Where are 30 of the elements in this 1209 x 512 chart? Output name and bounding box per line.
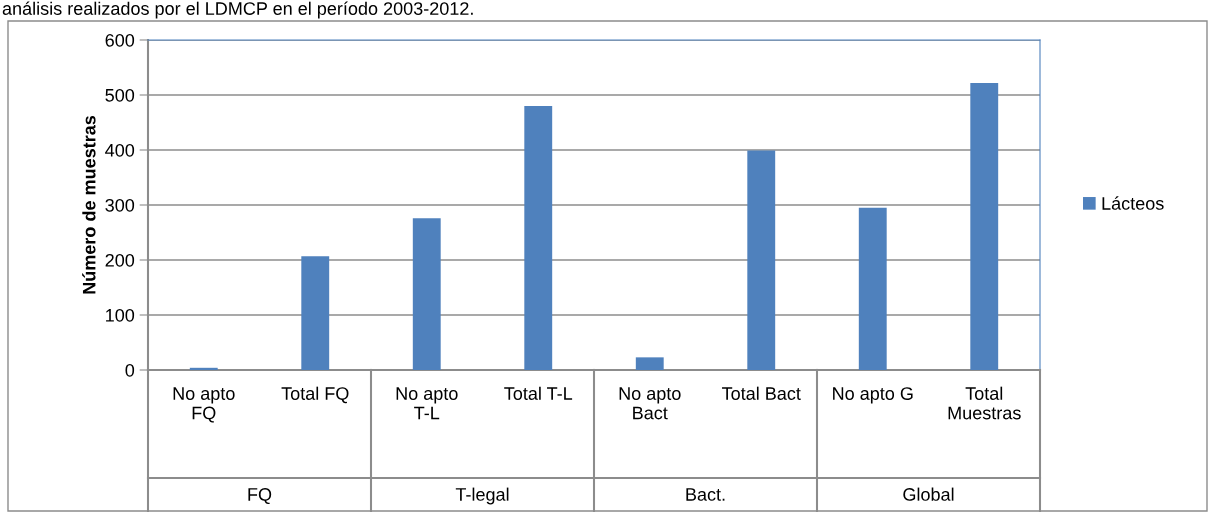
bar <box>412 218 441 370</box>
text: Global <box>903 487 954 501</box>
y-tick-label: 300 <box>105 198 135 212</box>
y-tick-label: 500 <box>105 88 135 102</box>
y-tick-label: 200 <box>105 253 135 267</box>
bar <box>635 357 664 370</box>
y-tick-label: 100 <box>106 308 135 322</box>
text: análisis realizados por el LDMCP en el período 2003-2012. <box>2 1 473 19</box>
legend-label: Lácteos <box>1102 196 1164 210</box>
bar <box>301 256 330 370</box>
text: T-legal <box>455 487 509 505</box>
y-tick-label: 600 <box>105 33 135 47</box>
y-tick-label: 0 <box>125 363 135 377</box>
x-tick-label: Total Muestras <box>948 386 1021 420</box>
bar <box>524 106 553 370</box>
x-tick-label: Total FQ <box>281 386 349 404</box>
x-tick-label: No apto Bact <box>619 387 681 420</box>
y-tick-label: 400 <box>105 143 135 157</box>
bar <box>858 207 887 370</box>
text: Bact. <box>686 488 725 501</box>
x-tick-label: No apto T-L <box>396 387 458 420</box>
bar <box>747 150 776 370</box>
bar <box>189 367 218 370</box>
x-tick-label: Total T-L <box>504 386 573 400</box>
y-axis-title: Número de muestras <box>82 115 96 294</box>
x-tick-label: Total Bact <box>722 386 801 400</box>
x-tick-label: No apto G <box>833 387 913 404</box>
bar <box>970 82 999 370</box>
x-tick-label: No apto FQ <box>173 387 235 423</box>
text: FQ <box>248 488 272 505</box>
